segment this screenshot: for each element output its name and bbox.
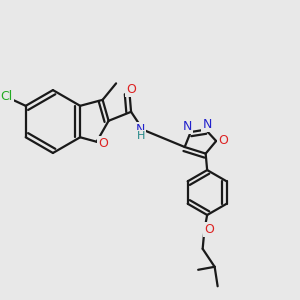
Text: N: N [136, 123, 145, 136]
Text: O: O [218, 134, 228, 147]
Text: O: O [204, 223, 214, 236]
Text: Cl: Cl [1, 90, 13, 103]
Text: O: O [126, 83, 136, 96]
Text: O: O [98, 137, 108, 150]
Text: H: H [136, 131, 145, 141]
Text: N: N [182, 120, 192, 133]
Text: N: N [202, 118, 212, 131]
